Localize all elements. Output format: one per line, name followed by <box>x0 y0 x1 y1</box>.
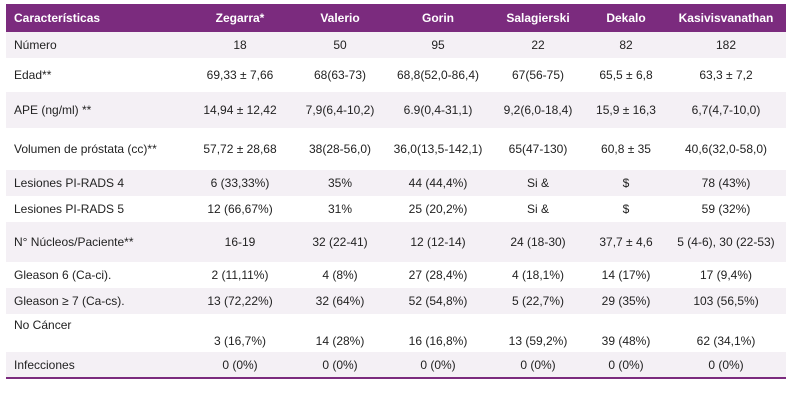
table-cell: 38(28-56,0) <box>294 128 386 170</box>
table-header-row: Características Zegarra* Valerio Gorin S… <box>6 4 786 32</box>
table-row: Infecciones 0 (0%) 0 (0%) 0 (0%) 0 (0%) … <box>6 352 786 379</box>
header-zegarra: Zegarra* <box>186 4 294 32</box>
table-cell: 6,7(4,7-10,0) <box>666 92 786 128</box>
header-kasivisvanathan: Kasivisvanathan <box>666 4 786 32</box>
table-cell: 17 (9,4%) <box>666 262 786 288</box>
table-cell: 35% <box>294 170 386 196</box>
table-cell: 7,9(6,4-10,2) <box>294 92 386 128</box>
table-cell: 22 <box>490 32 586 58</box>
table-cell: 182 <box>666 32 786 58</box>
table-cell: 69,33 ± 7,66 <box>186 58 294 92</box>
table-row: Edad** 69,33 ± 7,66 68(63-73) 68,8(52,0-… <box>6 58 786 92</box>
table-cell: 14 (17%) <box>586 262 666 288</box>
table-cell: 32 (64%) <box>294 288 386 314</box>
table-cell: Si & <box>490 196 586 222</box>
table-cell: 24 (18-30) <box>490 222 586 262</box>
table-cell: 82 <box>586 32 666 58</box>
table-cell: 4 (8%) <box>294 262 386 288</box>
table-row: No Cáncer 3 (16,7%) 14 (28%) 16 (16,8%) … <box>6 314 786 352</box>
table-cell: 39 (48%) <box>586 314 666 352</box>
table-cell: 60,8 ± 35 <box>586 128 666 170</box>
table-row: Gleason 6 (Ca-ci). 2 (11,11%) 4 (8%) 27 … <box>6 262 786 288</box>
table-cell: $ <box>586 170 666 196</box>
table-cell: 50 <box>294 32 386 58</box>
table-cell: 44 (44,4%) <box>386 170 490 196</box>
row-label: Gleason ≥ 7 (Ca-cs). <box>6 288 186 314</box>
table-cell: 15,9 ± 16,3 <box>586 92 666 128</box>
table-cell: 57,72 ± 28,68 <box>186 128 294 170</box>
table-cell: 13 (59,2%) <box>490 314 586 352</box>
table-cell: 5 (4-6), 30 (22-53) <box>666 222 786 262</box>
table-cell: 6.9(0,4-31,1) <box>386 92 490 128</box>
table-cell: $ <box>586 196 666 222</box>
table-cell: 16-19 <box>186 222 294 262</box>
table-row: N° Núcleos/Paciente** 16-19 32 (22-41) 1… <box>6 222 786 262</box>
table-cell: 12 (66,67%) <box>186 196 294 222</box>
table-cell: 37,7 ± 4,6 <box>586 222 666 262</box>
row-label: N° Núcleos/Paciente** <box>6 222 186 262</box>
table-cell: 103 (56,5%) <box>666 288 786 314</box>
table-cell: 65,5 ± 6,8 <box>586 58 666 92</box>
table-cell: 6 (33,33%) <box>186 170 294 196</box>
table-cell: 31% <box>294 196 386 222</box>
comparison-table: Características Zegarra* Valerio Gorin S… <box>6 4 786 379</box>
table-cell: 3 (16,7%) <box>186 314 294 352</box>
table-cell: 32 (22-41) <box>294 222 386 262</box>
table-row: Lesiones PI-RADS 5 12 (66,67%) 31% 25 (2… <box>6 196 786 222</box>
table-cell: 27 (28,4%) <box>386 262 490 288</box>
table-cell: 52 (54,8%) <box>386 288 490 314</box>
table-cell: 2 (11,11%) <box>186 262 294 288</box>
table-cell: 78 (43%) <box>666 170 786 196</box>
table-cell: 14,94 ± 12,42 <box>186 92 294 128</box>
table-cell: 67(56-75) <box>490 58 586 92</box>
table-cell: 68(63-73) <box>294 58 386 92</box>
table-cell: 0 (0%) <box>386 352 490 379</box>
table-cell: Si & <box>490 170 586 196</box>
row-label: Volumen de próstata (cc)** <box>6 128 186 170</box>
table-row: APE (ng/ml) ** 14,94 ± 12,42 7,9(6,4-10,… <box>6 92 786 128</box>
table-cell: 18 <box>186 32 294 58</box>
table-cell: 0 (0%) <box>294 352 386 379</box>
row-label: Infecciones <box>6 352 186 379</box>
table-cell: 65(47-130) <box>490 128 586 170</box>
row-label: APE (ng/ml) ** <box>6 92 186 128</box>
table-cell: 95 <box>386 32 490 58</box>
table-cell: 0 (0%) <box>490 352 586 379</box>
header-gorin: Gorin <box>386 4 490 32</box>
table-cell: 63,3 ± 7,2 <box>666 58 786 92</box>
table-cell: 40,6(32,0-58,0) <box>666 128 786 170</box>
row-label: Lesiones PI-RADS 4 <box>6 170 186 196</box>
table-cell: 62 (34,1%) <box>666 314 786 352</box>
row-label: Número <box>6 32 186 58</box>
table-cell: 9,2(6,0-18,4) <box>490 92 586 128</box>
table-cell: 68,8(52,0-86,4) <box>386 58 490 92</box>
row-label: No Cáncer <box>6 314 186 352</box>
table-cell: 59 (32%) <box>666 196 786 222</box>
table-cell: 4 (18,1%) <box>490 262 586 288</box>
table-cell: 0 (0%) <box>186 352 294 379</box>
table-cell: 14 (28%) <box>294 314 386 352</box>
header-caracteristicas: Características <box>6 4 186 32</box>
table-row: Lesiones PI-RADS 4 6 (33,33%) 35% 44 (44… <box>6 170 786 196</box>
table-cell: 36,0(13,5-142,1) <box>386 128 490 170</box>
table-cell: 29 (35%) <box>586 288 666 314</box>
row-label: Gleason 6 (Ca-ci). <box>6 262 186 288</box>
table-cell: 16 (16,8%) <box>386 314 490 352</box>
header-salagierski: Salagierski <box>490 4 586 32</box>
row-label: Edad** <box>6 58 186 92</box>
table-row: Número 18 50 95 22 82 182 <box>6 32 786 58</box>
table-cell: 5 (22,7%) <box>490 288 586 314</box>
table-row: Volumen de próstata (cc)** 57,72 ± 28,68… <box>6 128 786 170</box>
header-dekalo: Dekalo <box>586 4 666 32</box>
table-cell: 0 (0%) <box>586 352 666 379</box>
table-row: Gleason ≥ 7 (Ca-cs). 13 (72,22%) 32 (64%… <box>6 288 786 314</box>
header-valerio: Valerio <box>294 4 386 32</box>
row-label: Lesiones PI-RADS 5 <box>6 196 186 222</box>
table-cell: 13 (72,22%) <box>186 288 294 314</box>
table-cell: 25 (20,2%) <box>386 196 490 222</box>
table-cell: 12 (12-14) <box>386 222 490 262</box>
table-cell: 0 (0%) <box>666 352 786 379</box>
